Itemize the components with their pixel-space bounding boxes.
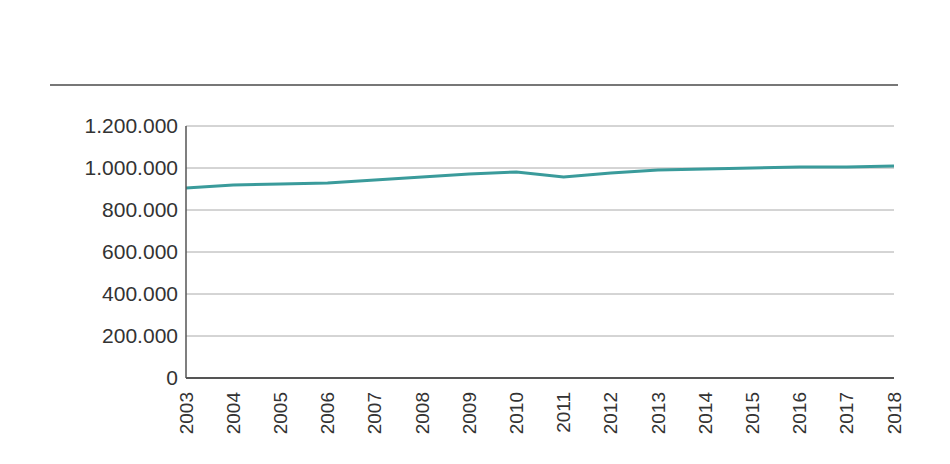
svg-text:2009: 2009 bbox=[459, 392, 480, 434]
svg-text:200.000: 200.000 bbox=[102, 324, 178, 347]
svg-text:1.000.000: 1.000.000 bbox=[85, 156, 178, 179]
svg-text:800.000: 800.000 bbox=[102, 198, 178, 221]
svg-text:2005: 2005 bbox=[270, 392, 291, 434]
svg-text:1.200.000: 1.200.000 bbox=[85, 114, 178, 137]
svg-text:2016: 2016 bbox=[789, 392, 810, 434]
svg-text:400.000: 400.000 bbox=[102, 282, 178, 305]
svg-text:2004: 2004 bbox=[223, 392, 244, 435]
svg-text:2003: 2003 bbox=[176, 392, 197, 434]
svg-text:0: 0 bbox=[166, 366, 178, 389]
svg-text:600.000: 600.000 bbox=[102, 240, 178, 263]
svg-text:2007: 2007 bbox=[364, 392, 385, 434]
svg-text:2011: 2011 bbox=[553, 392, 574, 433]
svg-text:2015: 2015 bbox=[742, 392, 763, 434]
svg-text:2012: 2012 bbox=[600, 392, 621, 434]
svg-text:2018: 2018 bbox=[884, 392, 905, 434]
svg-text:2006: 2006 bbox=[317, 392, 338, 434]
svg-text:2017: 2017 bbox=[836, 392, 857, 434]
svg-text:2013: 2013 bbox=[648, 392, 669, 434]
svg-text:2010: 2010 bbox=[506, 392, 527, 434]
svg-text:2014: 2014 bbox=[695, 392, 716, 435]
svg-text:2008: 2008 bbox=[412, 392, 433, 434]
